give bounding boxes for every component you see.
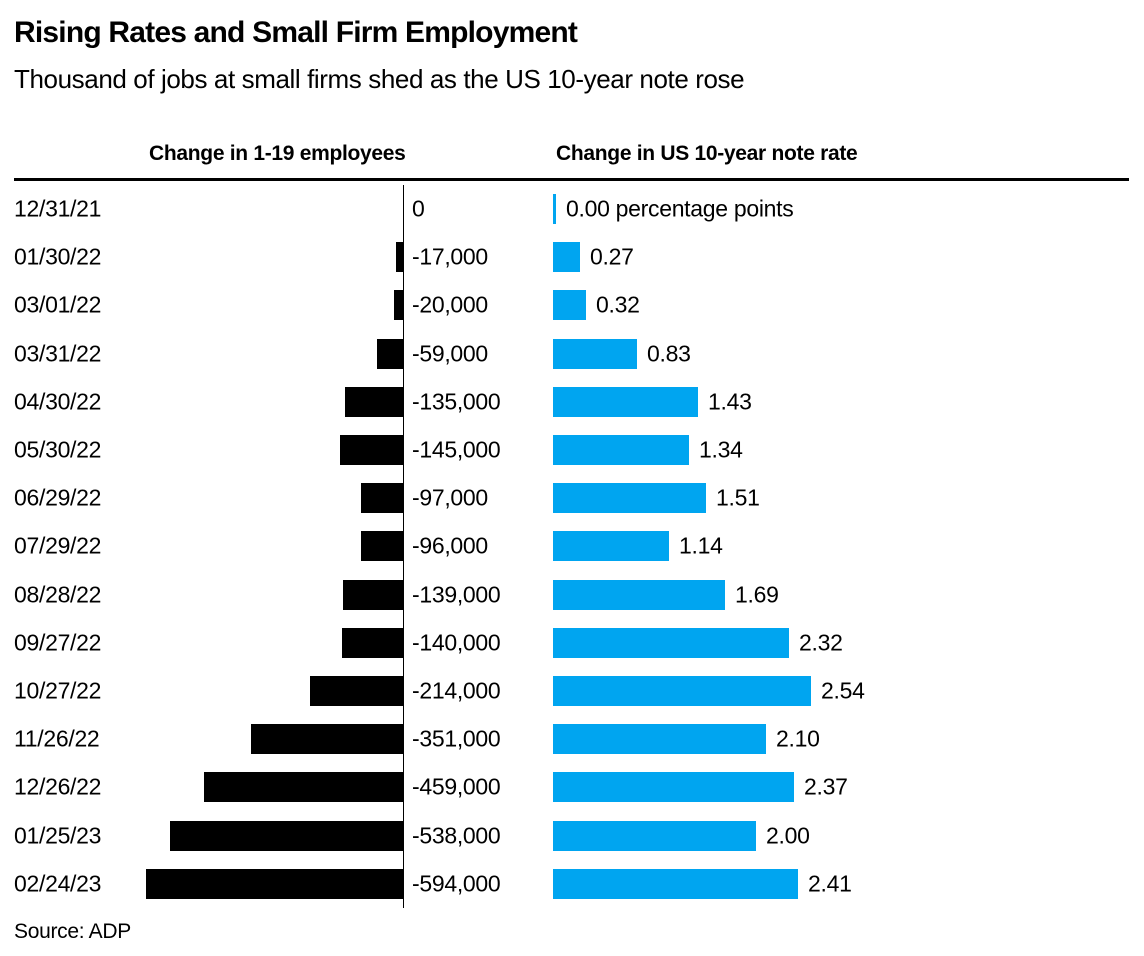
row-date-label: 11/26/22 — [14, 725, 100, 752]
row-date-label: 12/26/22 — [14, 773, 102, 800]
employment-bar — [345, 386, 403, 417]
rate-bar — [553, 724, 766, 755]
rate-value-label: 1.34 — [699, 436, 743, 463]
dual-bar-chart: 12/31/21 0 0.00 percentage points 01/30/22 -… — [0, 185, 1144, 908]
row-date-label: 08/28/22 — [14, 581, 102, 608]
employment-bar — [310, 675, 403, 706]
chart-row: 09/27/22 -140,000 2.32 — [0, 619, 1144, 667]
rate-bar — [553, 386, 698, 417]
row-date-label: 01/30/22 — [14, 243, 102, 270]
employment-bar — [340, 435, 403, 466]
rate-value-label: 2.10 — [776, 725, 820, 752]
page-title: Rising Rates and Small Firm Employment — [14, 16, 578, 49]
employment-value-label: -96,000 — [412, 532, 488, 559]
chart-row: 01/25/23 -538,000 2.00 — [0, 811, 1144, 859]
employment-bar — [361, 483, 403, 514]
chart-row: 03/31/22 -59,000 0.83 — [0, 330, 1144, 378]
rate-value-label: 0.83 — [647, 340, 691, 367]
header-rule — [14, 178, 1129, 181]
rate-value-label: 2.00 — [766, 822, 810, 849]
rate-bar — [553, 531, 669, 562]
employment-value-label: -97,000 — [412, 484, 488, 511]
row-date-label: 09/27/22 — [14, 629, 102, 656]
employment-value-label: -135,000 — [412, 388, 501, 415]
row-date-label: 03/01/22 — [14, 291, 102, 318]
employment-value-label: -139,000 — [412, 581, 501, 608]
chart-row: 08/28/22 -139,000 1.69 — [0, 571, 1144, 619]
rate-value-label: 2.54 — [821, 677, 865, 704]
rate-value-label: 0.00 percentage points — [566, 195, 794, 222]
employment-bar — [396, 242, 403, 273]
row-date-label: 12/31/21 — [14, 195, 102, 222]
rate-bar — [553, 868, 798, 899]
rate-bar — [553, 435, 689, 466]
rate-value-label: 2.32 — [799, 629, 843, 656]
rate-bar — [553, 338, 637, 369]
employment-bar — [342, 627, 403, 658]
chart-row: 01/30/22 -17,000 0.27 — [0, 233, 1144, 281]
rate-value-label: 2.37 — [804, 773, 848, 800]
employment-value-label: -17,000 — [412, 243, 488, 270]
employment-value-label: -351,000 — [412, 725, 501, 752]
rate-bar — [553, 627, 789, 658]
employment-bar — [361, 531, 403, 562]
chart-row: 12/26/22 -459,000 2.37 — [0, 763, 1144, 811]
chart-row: 11/26/22 -351,000 2.10 — [0, 715, 1144, 763]
employment-zero-axis-line — [403, 185, 404, 908]
chart-row: 03/01/22 -20,000 0.32 — [0, 281, 1144, 329]
chart-row: 07/29/22 -96,000 1.14 — [0, 522, 1144, 570]
employment-value-label: 0 — [412, 195, 425, 222]
employment-bar — [394, 290, 403, 321]
employment-value-label: -20,000 — [412, 291, 488, 318]
rate-value-label: 1.14 — [679, 532, 723, 559]
row-date-label: 10/27/22 — [14, 677, 102, 704]
rate-bar — [553, 820, 756, 851]
rate-bar — [553, 290, 586, 321]
rate-bar — [553, 579, 725, 610]
employment-value-label: -140,000 — [412, 629, 501, 656]
row-date-label: 02/24/23 — [14, 870, 102, 897]
rate-value-label: 0.27 — [590, 243, 634, 270]
rate-value-label: 0.32 — [596, 291, 640, 318]
rate-value-label: 2.41 — [808, 870, 852, 897]
employment-value-label: -538,000 — [412, 822, 501, 849]
employment-bar — [251, 724, 403, 755]
column-header-rate: Change in US 10-year note rate — [556, 142, 858, 165]
rate-bar — [553, 483, 706, 514]
employment-bar — [343, 579, 403, 610]
row-date-label: 05/30/22 — [14, 436, 102, 463]
rate-value-label: 1.51 — [716, 484, 760, 511]
chart-row: 02/24/23 -594,000 2.41 — [0, 860, 1144, 908]
employment-value-label: -214,000 — [412, 677, 501, 704]
employment-bar — [204, 772, 403, 803]
row-date-label: 06/29/22 — [14, 484, 102, 511]
employment-bar — [170, 820, 403, 851]
chart-row: 12/31/21 0 0.00 percentage points — [0, 185, 1144, 233]
rate-bar — [553, 194, 556, 225]
chart-row: 04/30/22 -135,000 1.43 — [0, 378, 1144, 426]
row-date-label: 04/30/22 — [14, 388, 102, 415]
rate-value-label: 1.69 — [735, 581, 779, 608]
employment-value-label: -459,000 — [412, 773, 501, 800]
column-header-employment: Change in 1-19 employees — [149, 142, 406, 165]
row-date-label: 01/25/23 — [14, 822, 102, 849]
chart-row: 10/27/22 -214,000 2.54 — [0, 667, 1144, 715]
row-date-label: 07/29/22 — [14, 532, 102, 559]
rate-bar — [553, 242, 580, 273]
chart-row: 05/30/22 -145,000 1.34 — [0, 426, 1144, 474]
page-subtitle: Thousand of jobs at small firms shed as … — [14, 64, 745, 94]
rate-value-label: 1.43 — [708, 388, 752, 415]
chart-row: 06/29/22 -97,000 1.51 — [0, 474, 1144, 522]
rate-bar — [553, 675, 811, 706]
row-date-label: 03/31/22 — [14, 340, 102, 367]
source-note: Source: ADP — [14, 920, 131, 943]
employment-value-label: -59,000 — [412, 340, 488, 367]
employment-bar — [377, 338, 403, 369]
employment-bar — [146, 868, 403, 899]
employment-value-label: -145,000 — [412, 436, 501, 463]
employment-value-label: -594,000 — [412, 870, 501, 897]
rate-bar — [553, 772, 794, 803]
